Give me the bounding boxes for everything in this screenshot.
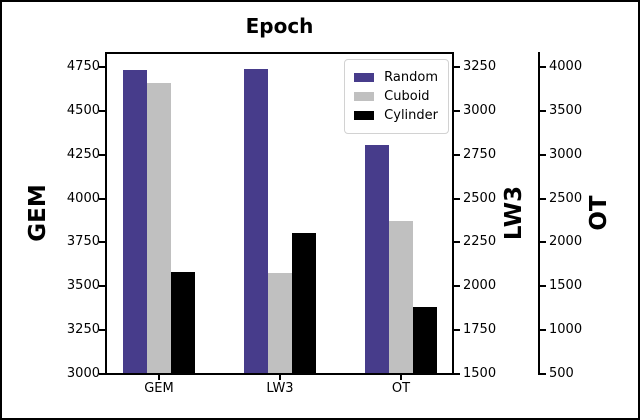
legend-item-cuboid: Cuboid: [354, 88, 438, 105]
ot-axis-tick-label: 3500: [549, 103, 583, 119]
legend-label: Cuboid: [384, 89, 430, 104]
gem-axis-tick-label: 3000: [66, 365, 100, 381]
lw3-axis-tickmark: [453, 285, 460, 288]
bar-gem-random: [123, 70, 147, 373]
ot-axis-tickmark: [539, 66, 546, 69]
lw3-axis-tickmark: [453, 110, 460, 113]
gem-axis-tickmark: [99, 110, 106, 113]
right-axis-label-lw3: LW3: [501, 185, 527, 241]
lw3-axis-tickmark: [453, 197, 460, 200]
legend-swatch-cuboid: [354, 92, 375, 101]
gem-axis-tick-label: 4500: [66, 103, 100, 119]
lw3-axis-tickmark: [453, 66, 460, 69]
lw3-axis-tick-label: 1500: [463, 365, 497, 381]
outer-axis-label-ot: OT: [586, 195, 612, 231]
bar-gem-cylinder: [171, 271, 195, 373]
x-axis-tickmark: [279, 374, 281, 380]
ot-axis-spine: [538, 52, 540, 375]
legend: Random Cuboid Cylinder: [344, 59, 449, 134]
gem-axis-tick-label: 3750: [66, 234, 100, 250]
gem-axis-tick-label: 4750: [66, 59, 100, 75]
gem-axis-tick-label: 4250: [66, 146, 100, 162]
ot-axis-tick-label: 500: [549, 365, 574, 381]
ot-axis-tick-label: 4000: [549, 59, 583, 75]
ot-axis-tickmark: [539, 110, 546, 113]
lw3-axis-tick-label: 2250: [463, 234, 497, 250]
ot-axis-tickmark: [539, 328, 546, 331]
lw3-axis-tickmark: [453, 241, 460, 244]
gem-axis-tickmark: [99, 285, 106, 288]
plot-area: Random Cuboid Cylinder: [105, 52, 454, 375]
legend-swatch-random: [354, 73, 375, 82]
x-axis-tick-label: OT: [391, 381, 411, 396]
gem-axis-tick-label: 3500: [66, 278, 100, 294]
lw3-axis-tickmark: [453, 153, 460, 156]
gem-axis-tick-label: 3250: [66, 321, 100, 337]
x-axis-tick-label: GEM: [144, 381, 174, 396]
lw3-axis-tick-label: 2750: [463, 146, 497, 162]
gem-axis-tickmark: [99, 328, 106, 331]
ot-axis-tick-label: 2500: [549, 190, 583, 206]
legend-item-cylinder: Cylinder: [354, 107, 438, 124]
ot-axis-tick-label: 2000: [549, 234, 583, 250]
x-axis-tick-label: LW3: [266, 381, 294, 396]
lw3-axis-tickmark: [453, 328, 460, 331]
bar-gem-cuboid: [147, 82, 171, 373]
legend-swatch-cylinder: [354, 111, 375, 120]
bar-lw3-cylinder: [292, 233, 316, 373]
ot-axis-tickmark: [539, 153, 546, 156]
gem-axis-tick-label: 4000: [66, 190, 100, 206]
legend-label: Random: [384, 70, 438, 85]
gem-axis-tickmark: [99, 197, 106, 200]
bar-ot-cylinder: [413, 307, 437, 373]
gem-axis-tickmark: [99, 241, 106, 244]
x-axis-tickmark: [400, 374, 402, 380]
ot-axis-tickmark: [539, 372, 546, 375]
lw3-axis-tick-label: 2500: [463, 190, 497, 206]
gem-axis-tickmark: [99, 66, 106, 69]
ot-axis-tickmark: [539, 285, 546, 288]
ot-axis-tickmark: [539, 241, 546, 244]
gem-axis-tickmark: [99, 372, 106, 375]
ot-axis-tick-label: 3000: [549, 146, 583, 162]
lw3-axis-tick-label: 2000: [463, 278, 497, 294]
gem-axis-tickmark: [99, 153, 106, 156]
chart-title: Epoch: [245, 14, 314, 38]
legend-label: Cylinder: [384, 108, 438, 123]
bar-lw3-random: [244, 68, 268, 373]
lw3-axis-tickmark: [453, 372, 460, 375]
lw3-axis-tick-label: 3000: [463, 103, 497, 119]
lw3-axis-tick-label: 3250: [463, 59, 497, 75]
bars-layer: [107, 54, 452, 373]
bar-lw3-cuboid: [268, 273, 292, 373]
lw3-axis-tick-label: 1750: [463, 321, 497, 337]
ot-axis-tick-label: 1000: [549, 321, 583, 337]
ot-axis-tickmark: [539, 197, 546, 200]
bar-ot-random: [365, 144, 389, 373]
ot-axis-tick-label: 1500: [549, 278, 583, 294]
x-axis-tickmark: [158, 374, 160, 380]
bar-ot-cuboid: [389, 220, 413, 373]
legend-item-random: Random: [354, 69, 438, 86]
